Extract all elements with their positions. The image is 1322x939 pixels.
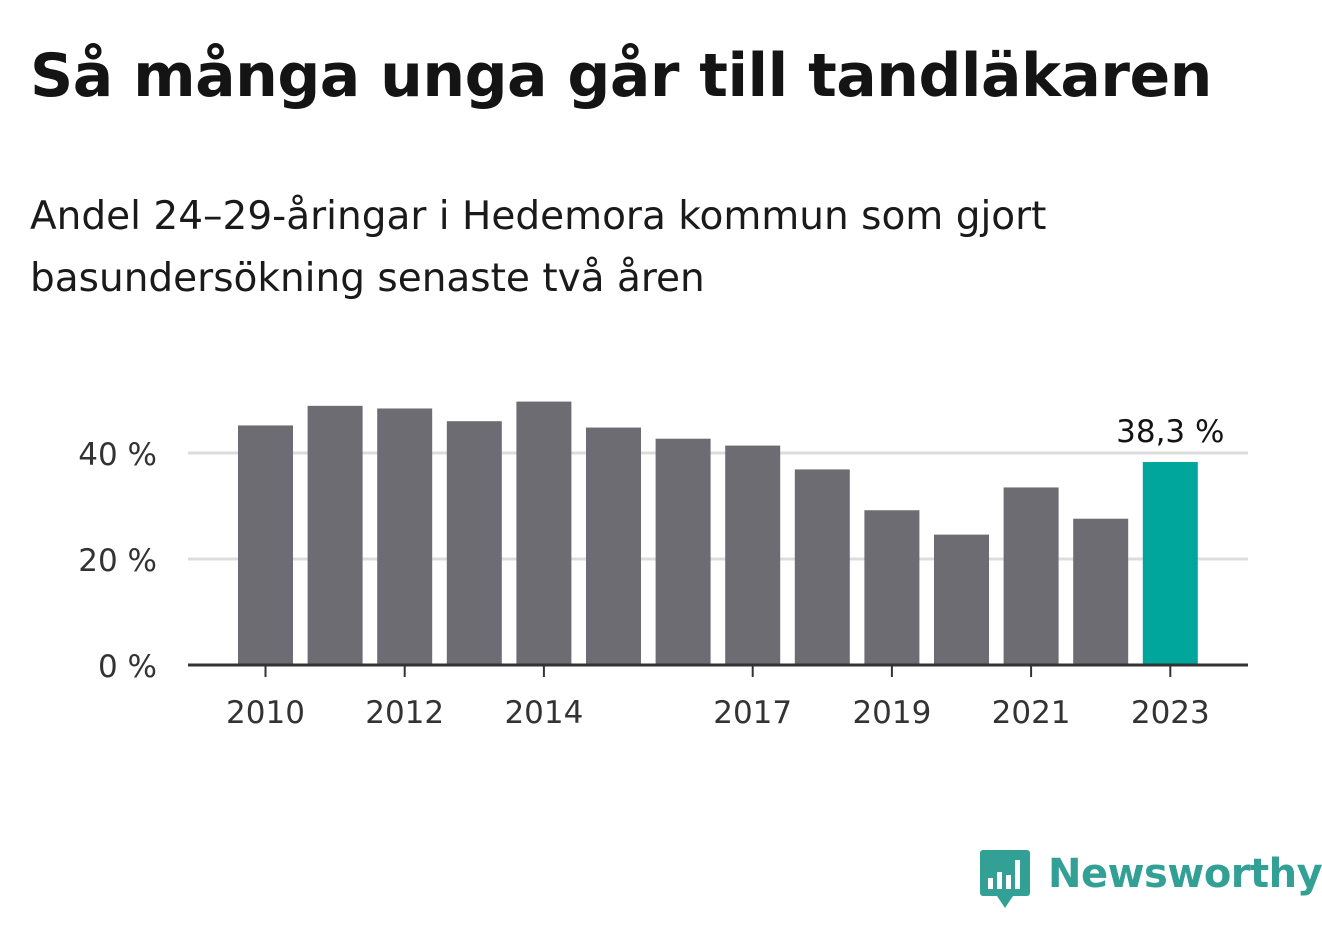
x-axis <box>188 663 1248 677</box>
x-tick-label: 2010 <box>226 695 305 731</box>
x-tick-label: 2019 <box>852 695 931 731</box>
brand-name: Newsworthy <box>1048 851 1322 897</box>
data-label: 38,3 % <box>1116 414 1224 450</box>
y-tick-label: 0 % <box>98 649 157 685</box>
bar-2013 <box>446 421 502 665</box>
bar-2010 <box>238 425 293 665</box>
x-tick-label: 2017 <box>713 695 792 731</box>
data-labels: 38,3 % <box>1116 414 1224 450</box>
bar-2017 <box>725 445 781 665</box>
bar-2018 <box>794 469 850 665</box>
bar-2011 <box>307 405 363 665</box>
y-axis-tick-labels: 0 % 20 % 40 % <box>78 437 157 685</box>
bar-2023 <box>1142 462 1198 665</box>
bar-2021 <box>1003 487 1059 665</box>
chart-title: Så många unga går till tandläkaren <box>30 41 1212 111</box>
brand-logo[interactable]: Newsworthy <box>980 850 1322 910</box>
bar-2019 <box>864 510 920 665</box>
x-tick-label: 2021 <box>992 695 1071 731</box>
gridlines <box>188 451 1248 561</box>
bar-chart: 0 % 20 % 40 % 2010 2012 2014 2017 2019 2021 2023… <box>78 401 1248 731</box>
bar-2014 <box>516 401 572 665</box>
x-tick-label: 2014 <box>504 695 583 731</box>
y-tick-label: 40 % <box>78 437 157 473</box>
x-tick-label: 2023 <box>1131 695 1210 731</box>
bar-2020 <box>934 534 989 665</box>
newsworthy-logo-icon <box>980 850 1030 908</box>
x-axis-tick-labels: 2010 2012 2014 2017 2019 2021 2023 <box>226 695 1210 731</box>
chart-subtitle: Andel 24–29-åringar i Hedemora kommun so… <box>30 194 1047 301</box>
y-tick-label: 20 % <box>78 543 157 579</box>
x-tick-label: 2012 <box>365 695 444 731</box>
bar-2022 <box>1073 518 1129 665</box>
bar-2015 <box>586 427 641 665</box>
bars <box>238 401 1198 665</box>
bar-2016 <box>655 438 711 665</box>
bar-2012 <box>377 408 433 665</box>
